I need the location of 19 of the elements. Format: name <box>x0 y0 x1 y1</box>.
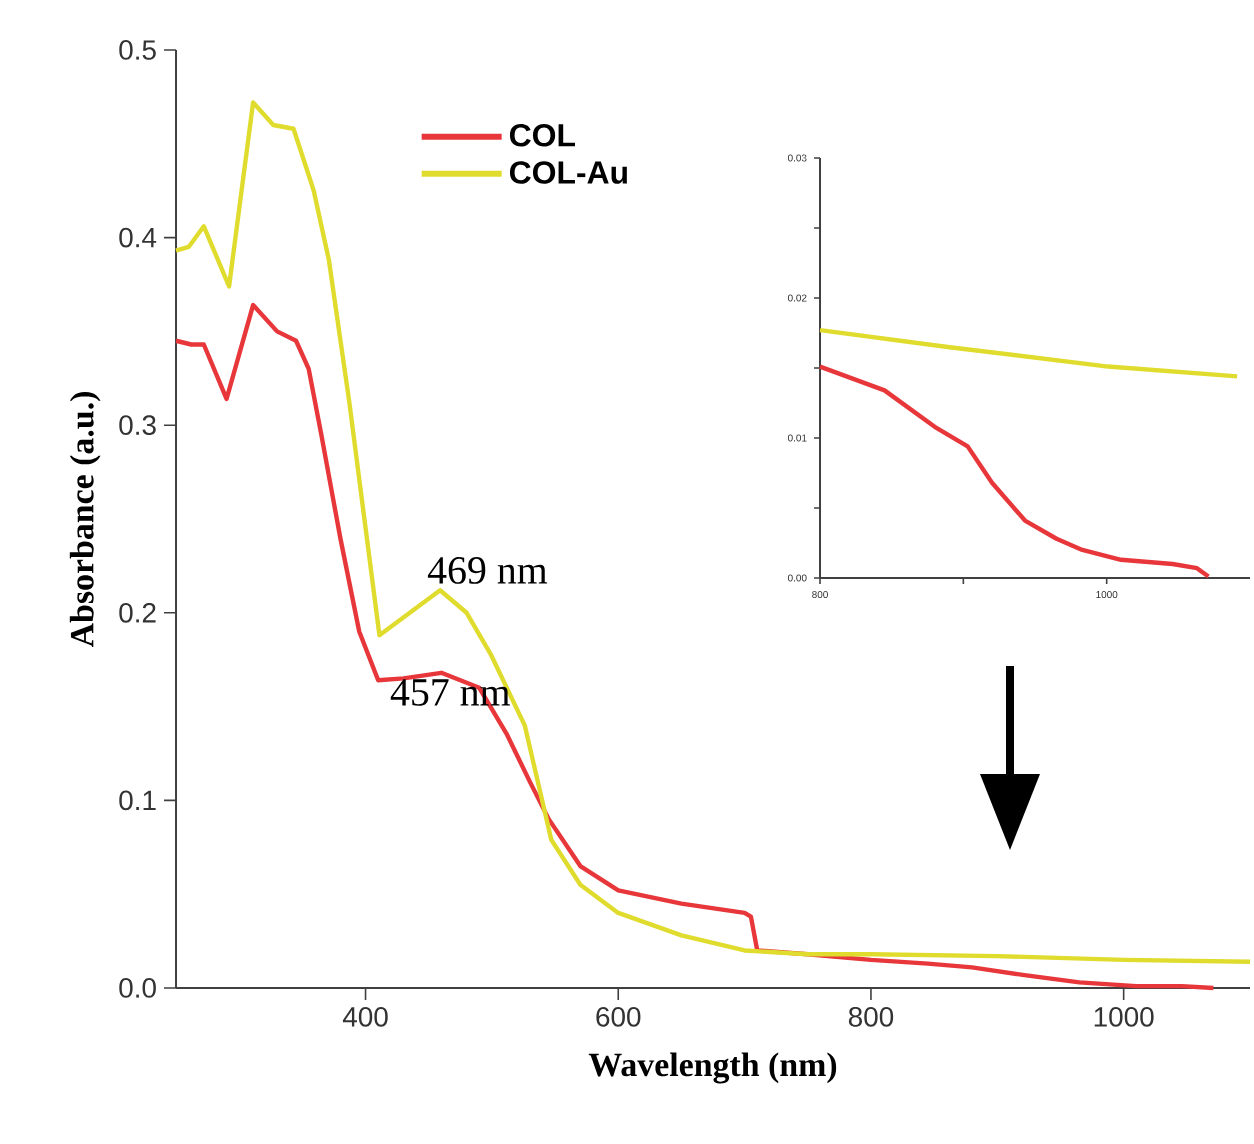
y-tick-label: 0.1 <box>119 790 156 811</box>
line-series <box>173 302 1216 991</box>
annotation: 469 nm <box>427 557 548 584</box>
x-tick-label: 400 <box>342 1006 388 1027</box>
x-tick-label: 600 <box>596 1006 641 1027</box>
y-tick-label: 0.0 <box>119 978 156 998</box>
y-tick-label: 0.2 <box>119 602 156 623</box>
x-tick-label: 800 <box>848 1006 894 1027</box>
y-axis-title: Absorbance (a.u.) <box>69 392 101 648</box>
line-series <box>173 100 1253 964</box>
legend-label: COL <box>509 124 575 147</box>
legend-label: COL-Au <box>509 161 627 184</box>
line-series <box>817 327 1240 379</box>
y-tick-label: 0.4 <box>119 227 157 248</box>
x-tick-label: 1000 <box>1094 1006 1154 1027</box>
x-axis-title: Wavelength (nm) <box>588 1052 837 1084</box>
y-tick-label: 0.3 <box>119 415 156 436</box>
y-tick-label: 0.5 <box>119 40 156 60</box>
line-series <box>817 364 1211 579</box>
